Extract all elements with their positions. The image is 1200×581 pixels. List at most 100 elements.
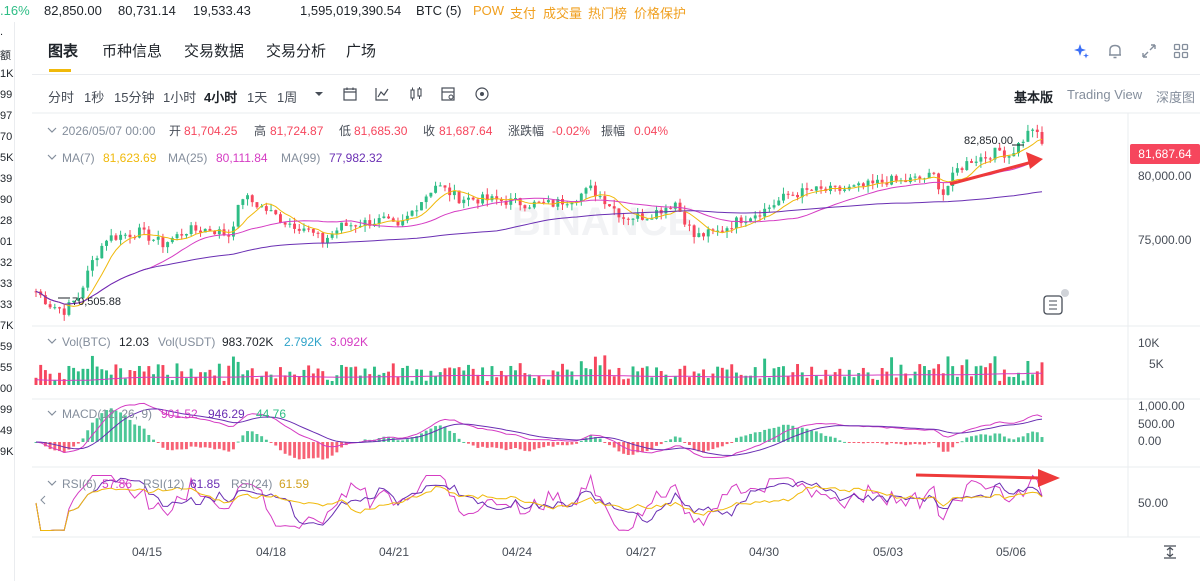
- left-strip-item: 59: [0, 341, 13, 353]
- left-scroll-icon[interactable]: [40, 495, 46, 505]
- dropdown-icon[interactable]: [312, 87, 326, 101]
- volume-bar: [76, 371, 80, 385]
- interval-1s[interactable]: 1秒: [84, 90, 105, 105]
- macd-histogram-bar: [970, 436, 973, 442]
- macd-histogram-bar: [222, 442, 226, 451]
- macd-histogram-bar: [105, 410, 108, 442]
- interval-1w[interactable]: 1周: [277, 90, 298, 105]
- candle-body: [636, 213, 640, 219]
- tag-hot-list[interactable]: 热门榜: [588, 6, 628, 21]
- candle-body: [476, 199, 480, 204]
- volume-bar: [636, 371, 640, 385]
- macd-histogram-bar: [608, 442, 611, 446]
- ohlc-open-label: 开: [169, 124, 181, 138]
- view-tradingview[interactable]: Trading View: [1067, 87, 1143, 102]
- tab-chart[interactable]: 图表: [48, 43, 79, 60]
- macd-histogram-bar: [194, 442, 198, 447]
- candle-body: [405, 215, 409, 221]
- macd-histogram-bar: [946, 442, 950, 452]
- volume-bar: [908, 378, 912, 385]
- rsi-chevron-icon[interactable]: [47, 480, 57, 486]
- ma25-line: [35, 158, 1043, 305]
- vol-chevron-icon[interactable]: [47, 338, 57, 344]
- date-axis-label: 04/15: [132, 545, 162, 559]
- candle-body: [481, 194, 485, 204]
- interval-time-share[interactable]: 分时: [48, 90, 75, 105]
- macd-histogram-bar: [184, 442, 188, 450]
- macd-histogram-bar: [217, 442, 221, 449]
- tab-square[interactable]: 广场: [346, 43, 377, 60]
- interval-15m[interactable]: 15分钟: [114, 90, 155, 105]
- expand-icon[interactable]: [1140, 42, 1158, 60]
- volume-bar: [288, 371, 292, 385]
- tab-trading-analysis[interactable]: 交易分析: [266, 43, 327, 60]
- view-depth[interactable]: 深度图: [1156, 90, 1196, 105]
- tag-volume[interactable]: 成交量: [543, 6, 583, 21]
- macd-histogram-bar: [128, 419, 132, 442]
- interval-1d[interactable]: 1天: [247, 90, 268, 105]
- candle-body: [542, 201, 546, 203]
- candle-body: [805, 188, 809, 190]
- ma-chevron-icon[interactable]: [47, 154, 57, 160]
- view-basic[interactable]: 基本版: [1014, 90, 1054, 105]
- ohlc-open: 81,704.25: [184, 124, 238, 138]
- volume-bar: [829, 375, 832, 385]
- macd-histogram-bar: [199, 442, 202, 448]
- tag-pow[interactable]: POW: [473, 3, 505, 18]
- macd-histogram-bar: [335, 442, 339, 453]
- candle-body: [800, 188, 804, 198]
- candle-body: [58, 307, 61, 309]
- order-widget-icon[interactable]: [1043, 289, 1069, 315]
- volume-bar: [556, 371, 560, 385]
- macd-histogram-bar: [923, 442, 926, 445]
- bell-icon[interactable]: [1106, 42, 1124, 60]
- sparkle-icon[interactable]: [1072, 42, 1090, 60]
- candle-body: [152, 239, 155, 241]
- volume-bar: [246, 370, 249, 385]
- grid-icon[interactable]: [1172, 42, 1190, 60]
- macd-histogram-bar: [203, 442, 207, 448]
- macd-histogram-bar: [161, 442, 165, 448]
- candle-body: [570, 202, 574, 205]
- tag-payment[interactable]: 支付: [510, 6, 537, 21]
- volume-bar: [857, 373, 861, 385]
- kline-chart[interactable]: BINANCE 2026/05/07 00:00 开 81,704.25 高 8…: [32, 22, 1200, 581]
- collapse-chevron-icon[interactable]: [47, 127, 57, 133]
- date-axis-label: 05/03: [873, 545, 903, 559]
- macd-histogram-bar: [781, 424, 785, 442]
- tag-price-protection[interactable]: 价格保护: [634, 6, 687, 21]
- volume-bar: [673, 376, 677, 385]
- candle-body: [692, 225, 696, 238]
- ticker-volume-btc: 19,533.43: [193, 3, 251, 18]
- macd-histogram-bar: [852, 442, 856, 443]
- candle-icon[interactable]: [408, 86, 424, 102]
- candle-body: [655, 210, 658, 219]
- date-axis-label: 04/30: [749, 545, 779, 559]
- candle-body: [744, 221, 748, 224]
- interval-4h[interactable]: 4小时: [204, 90, 238, 105]
- settings-icon[interactable]: [474, 86, 490, 102]
- macd-histogram-bar: [561, 442, 564, 446]
- macd-histogram-bar: [297, 442, 301, 460]
- calendar-icon[interactable]: [342, 86, 358, 102]
- macd-chevron-icon[interactable]: [47, 410, 57, 416]
- macd-histogram-bar: [250, 431, 254, 442]
- tab-coin-info[interactable]: 币种信息: [102, 43, 163, 60]
- tab-trading-data[interactable]: 交易数据: [184, 43, 245, 60]
- macd-histogram-bar: [753, 432, 757, 442]
- fit-height-icon[interactable]: [1164, 545, 1176, 559]
- interval-1h[interactable]: 1小时: [163, 90, 197, 105]
- macd-histogram-bar: [208, 442, 212, 448]
- volume-bar: [796, 364, 800, 385]
- macd-histogram-bar: [716, 442, 720, 448]
- candle-body: [142, 227, 146, 230]
- layout-icon[interactable]: [440, 86, 456, 102]
- macd-histogram-bar: [622, 442, 626, 454]
- ticker-volume-usdt: 1,595,019,390.54: [300, 3, 402, 18]
- macd-histogram-bar: [692, 442, 696, 451]
- candle-body: [565, 204, 569, 206]
- volume-bar: [824, 369, 828, 385]
- indicator-icon[interactable]: [374, 86, 390, 102]
- volume-bar: [335, 375, 339, 385]
- volume-bar: [866, 372, 870, 385]
